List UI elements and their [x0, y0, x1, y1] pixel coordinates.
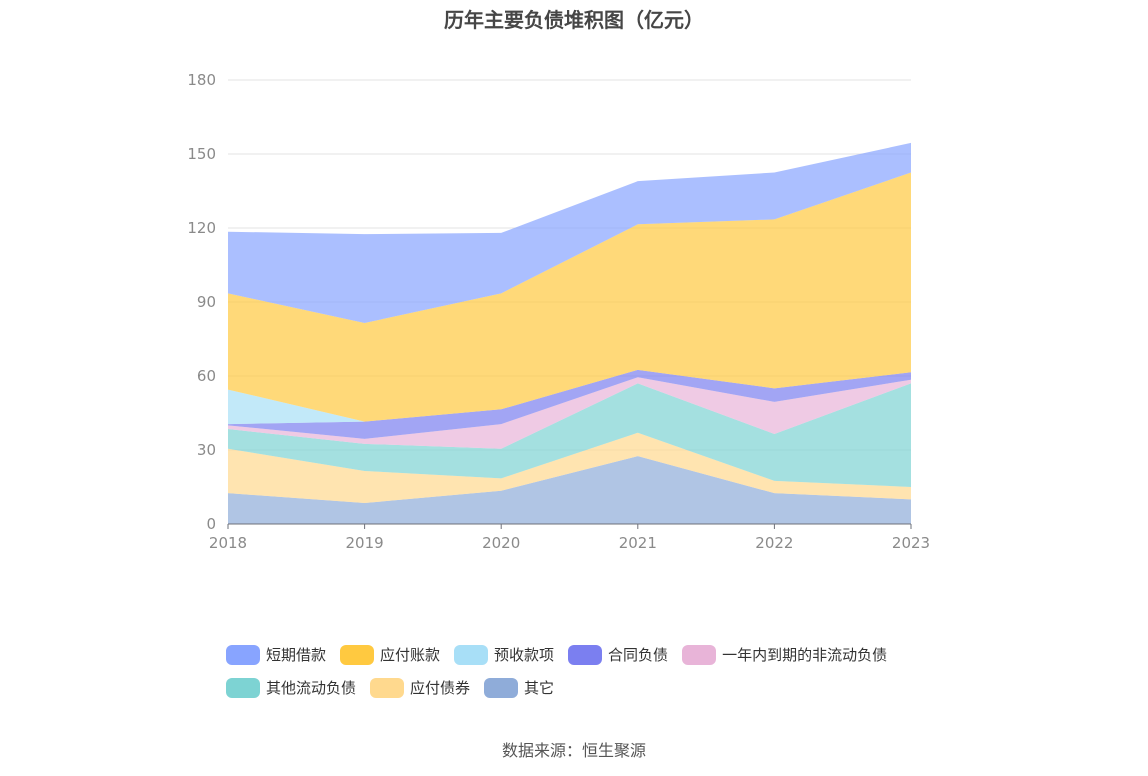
- y-tick-label: 30: [197, 441, 216, 459]
- legend-label: 预收款项: [494, 646, 555, 664]
- x-tick-label: 2020: [482, 534, 520, 552]
- y-tick-label: 180: [187, 71, 216, 89]
- legend-label: 合同负债: [608, 646, 669, 664]
- legend-swatch: [340, 644, 375, 665]
- y-tick-label: 0: [206, 515, 216, 533]
- legend-item[interactable]: 应付账款: [340, 644, 440, 665]
- legend-label: 应付账款: [380, 646, 441, 664]
- area-series-0: [228, 456, 911, 524]
- area-series-5: [228, 369, 911, 425]
- x-tick-label: 2023: [892, 534, 930, 552]
- legend-item[interactable]: 应付债券: [370, 677, 470, 698]
- stacked-area-chart: 0 30 60 90 120 150 180 2018 2019 2020 2021 2022 2023: [187, 71, 930, 552]
- legend-swatch: [226, 677, 260, 698]
- source-text: 数据来源：恒生聚源: [501, 741, 646, 760]
- y-tick-label: 90: [197, 293, 216, 311]
- area-series-4: [228, 369, 911, 439]
- y-tick-label: 120: [187, 219, 216, 237]
- axis-layer: 0 30 60 90 120 150 180 2018 2019 2020 2021 2022 2023: [187, 71, 930, 552]
- legend-swatch: [682, 644, 717, 665]
- area-series-6: [228, 172, 911, 422]
- x-tick-label: 2022: [755, 534, 793, 552]
- legend-label: 其他流动负债: [266, 679, 357, 697]
- legend-row: 其他流动负债 应付债券 其它: [226, 671, 946, 704]
- legend-item[interactable]: 其他流动负债: [226, 677, 356, 698]
- y-tick-label: 150: [187, 145, 216, 163]
- legend-swatch: [370, 677, 405, 698]
- y-tick-label: 60: [197, 367, 216, 385]
- legend-item[interactable]: 一年内到期的非流动负债: [682, 644, 887, 665]
- area-series-3: [228, 377, 911, 449]
- legend-item[interactable]: 短期借款: [226, 644, 326, 665]
- legend-label: 短期借款: [266, 646, 327, 664]
- legend-swatch: [454, 644, 489, 665]
- area-series-1: [228, 432, 911, 504]
- legend: 短期借款 应付账款 预收款项 合同负债 一年内到期的非流动负债 其他流动负债 应付债券 其它: [226, 638, 946, 704]
- x-tick-label: 2021: [619, 534, 657, 552]
- legend-swatch: [484, 677, 519, 698]
- legend-label: 应付债券: [410, 679, 471, 697]
- area-series-2: [228, 383, 911, 487]
- x-tick-label: 2018: [209, 534, 247, 552]
- x-tick-label: 2019: [346, 534, 384, 552]
- legend-swatch: [568, 644, 603, 665]
- legend-swatch: [226, 644, 260, 665]
- legend-label: 一年内到期的非流动负债: [722, 646, 888, 664]
- legend-label: 其它: [524, 679, 555, 697]
- area-series-7: [228, 142, 911, 323]
- legend-item[interactable]: 其它: [484, 677, 554, 698]
- area-layer: [228, 142, 911, 524]
- legend-row: 短期借款 应付账款 预收款项 合同负债 一年内到期的非流动负债: [226, 638, 946, 671]
- chart-title: 历年主要负债堆积图（亿元）: [444, 8, 704, 32]
- legend-item[interactable]: 预收款项: [454, 644, 554, 665]
- legend-item[interactable]: 合同负债: [568, 644, 668, 665]
